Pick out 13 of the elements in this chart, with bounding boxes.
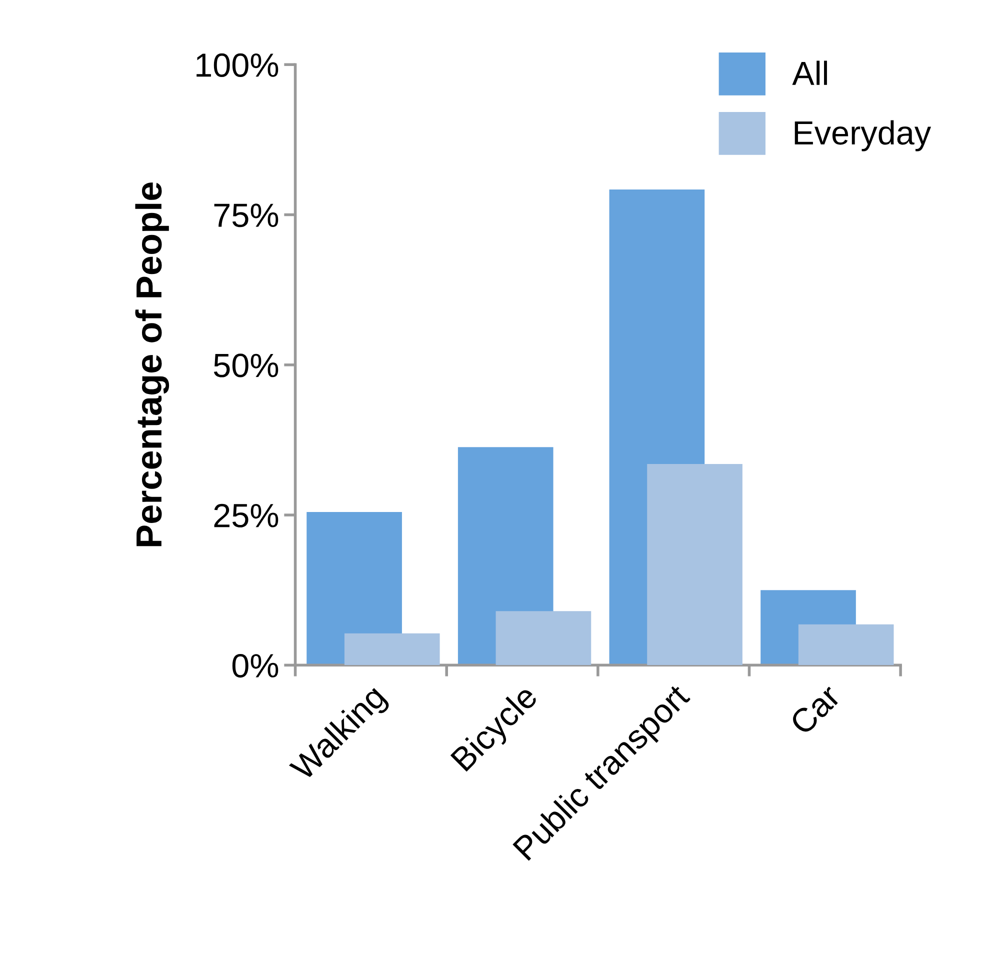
y-tick-label: 25%	[214, 504, 278, 528]
bar	[798, 624, 894, 666]
x-tick-label: Car	[788, 682, 842, 736]
legend-label: Everyday	[794, 120, 932, 152]
bar	[344, 633, 440, 666]
y-tick-label: 50%	[214, 354, 278, 378]
bar	[496, 611, 592, 666]
y-tick-label: 0%	[232, 654, 278, 678]
legend-label: All	[792, 60, 827, 85]
y-axis-title: Percentage of People	[135, 182, 170, 546]
y-tick-label: 100%	[196, 53, 278, 77]
y-tick-label: 75%	[214, 204, 278, 228]
bar	[647, 464, 742, 666]
